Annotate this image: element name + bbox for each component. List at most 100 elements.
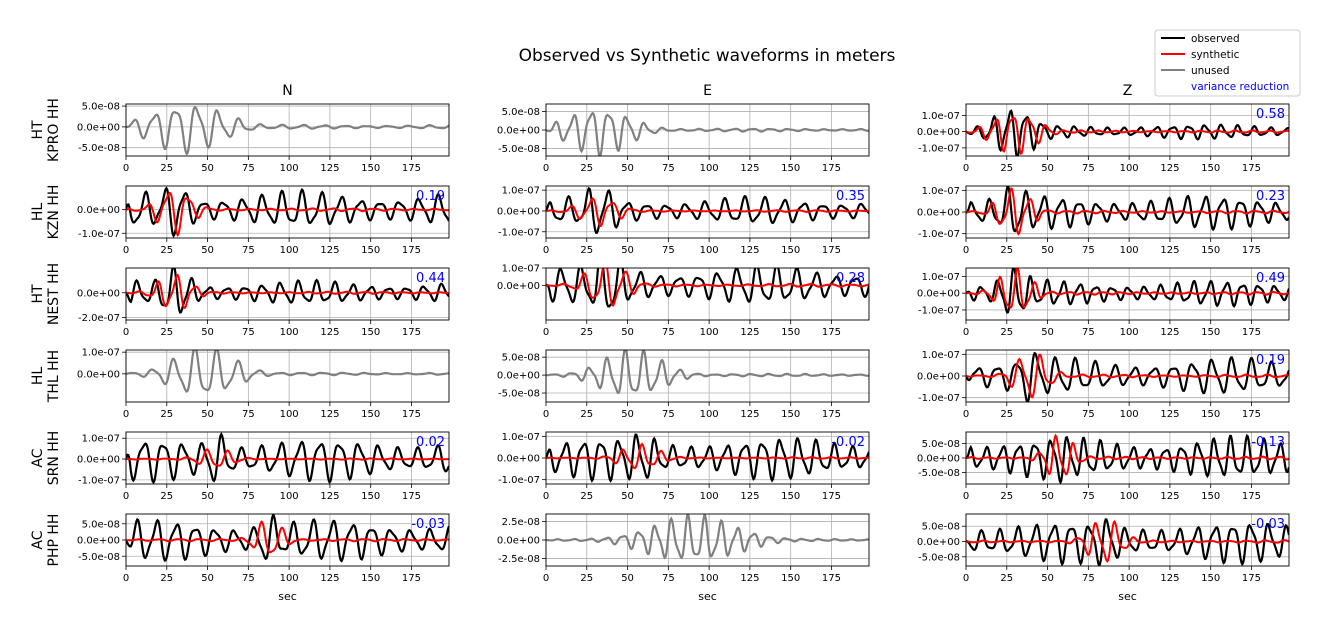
synthetic-trace (966, 520, 1289, 563)
y-tick-label: 1.0e-07 (502, 432, 540, 443)
x-tick-label: 125 (320, 573, 339, 584)
y-tick-label: 1.0e-07 (922, 111, 960, 122)
x-tick-label: 25 (160, 491, 173, 502)
y-tick-label: -5.0e-08 (498, 389, 540, 400)
x-tick-label: 0 (963, 409, 969, 420)
x-tick-label: 0 (963, 491, 969, 502)
x-tick-label: 150 (781, 163, 800, 174)
x-tick-label: 75 (242, 409, 255, 420)
x-tick-label: 0 (543, 163, 549, 174)
y-tick-label: 0.0e+00 (917, 208, 960, 219)
x-tick-label: 150 (361, 163, 380, 174)
panel-frame (125, 103, 450, 157)
x-tick-label: 175 (1242, 245, 1261, 256)
row-label-line: AC (30, 448, 46, 467)
x-tick-label: 25 (1000, 327, 1013, 338)
observed-trace (966, 518, 1289, 566)
x-tick-label: 75 (1082, 409, 1095, 420)
y-tick-label: 0.0e+00 (917, 127, 960, 138)
legend-entry: variance reduction (1191, 81, 1289, 93)
x-tick-label: 100 (700, 327, 719, 338)
column-title-n: N (282, 83, 292, 99)
column-title-z: Z (1123, 83, 1133, 99)
x-tick-label: 50 (621, 163, 634, 174)
x-tick-label: 25 (1000, 245, 1013, 256)
x-tick-label: 125 (740, 327, 759, 338)
x-tick-label: 50 (201, 491, 214, 502)
synthetic-trace (126, 273, 449, 309)
variance-reduction-label: -0.03 (411, 517, 445, 532)
unused-trace (126, 350, 449, 393)
panel-frame (545, 349, 870, 403)
synthetic-trace (966, 268, 1289, 309)
row-label-line: PHP HH (46, 514, 62, 567)
y-tick-label: 0.0e+00 (497, 206, 540, 217)
x-tick-label: 125 (1160, 245, 1179, 256)
variance-reduction-label: 0.28 (836, 271, 865, 286)
variance-reduction-label: 0.49 (1256, 271, 1285, 286)
x-tick-label: 100 (1120, 491, 1139, 502)
x-tick-label: 125 (320, 327, 339, 338)
observed-trace (966, 351, 1289, 402)
y-tick-label: 1.0e-07 (82, 348, 120, 359)
x-tick-label: 100 (1120, 409, 1139, 420)
y-tick-label: -2.5e-08 (498, 554, 540, 565)
x-tick-label: 100 (280, 573, 299, 584)
x-tick-label: 0 (543, 327, 549, 338)
y-tick-label: -5.0e-08 (78, 143, 120, 154)
x-axis-label: sec (278, 590, 297, 603)
panel-frame (125, 349, 450, 403)
panel-frame (965, 513, 1290, 567)
x-tick-label: 175 (822, 491, 841, 502)
panel-frame (125, 267, 450, 321)
x-tick-label: 175 (402, 245, 421, 256)
synthetic-trace (546, 442, 869, 470)
synthetic-trace (546, 268, 869, 307)
x-tick-label: 175 (402, 327, 421, 338)
panel: 0 25 50 75 100 125 150 175 5.0e-08 0.0e+00 -5.0e-0… (77, 513, 450, 603)
variance-reduction-label: -0.02 (831, 435, 865, 450)
x-tick-label: 75 (662, 327, 675, 338)
x-tick-label: 125 (320, 163, 339, 174)
y-tick-label: 5.0e-08 (502, 107, 540, 118)
x-tick-label: 125 (1160, 409, 1179, 420)
x-tick-label: 75 (242, 573, 255, 584)
x-tick-label: 75 (662, 245, 675, 256)
x-axis-label: sec (698, 590, 717, 603)
x-tick-label: 175 (402, 163, 421, 174)
y-tick-label: 0.0e+00 (497, 371, 540, 382)
x-tick-label: 0 (123, 491, 129, 502)
panel-frame (545, 267, 870, 321)
x-tick-label: 50 (201, 245, 214, 256)
x-tick-label: 50 (1041, 163, 1054, 174)
x-tick-label: 100 (1120, 245, 1139, 256)
x-tick-label: 175 (1242, 409, 1261, 420)
panel-frame (965, 103, 1290, 157)
y-tick-label: 0.0e+00 (77, 536, 120, 547)
x-tick-label: 150 (1201, 409, 1220, 420)
x-tick-label: 25 (580, 163, 593, 174)
legend-entry: observed (1191, 33, 1240, 45)
x-tick-label: 25 (160, 573, 173, 584)
observed-trace (126, 514, 449, 563)
x-tick-label: 50 (1041, 409, 1054, 420)
y-tick-label: -1.0e-07 (918, 305, 960, 316)
x-tick-label: 0 (123, 573, 129, 584)
row-label-line: KPRO HH (46, 98, 62, 162)
x-tick-label: 0 (123, 245, 129, 256)
x-tick-label: 175 (822, 245, 841, 256)
panel: 0 25 50 75 100 125 150 175 1.0e-07 0.0e+00 -1.0e-0… (917, 103, 1290, 174)
x-tick-label: 25 (580, 245, 593, 256)
row-label-line: NEST HH (46, 263, 62, 325)
observed-trace (966, 268, 1289, 314)
panel: 0 25 50 75 100 125 150 175 5.0e-08 0.0e+00 -5.0e-0… (917, 513, 1290, 603)
y-tick-label: 1.0e-07 (502, 186, 540, 197)
x-tick-label: 100 (1120, 573, 1139, 584)
variance-reduction-label: 0.35 (836, 189, 865, 204)
y-tick-label: 0.0e+00 (77, 455, 120, 466)
y-tick-label: -1.0e-07 (498, 475, 540, 486)
legend-entry: unused (1191, 65, 1230, 77)
x-tick-label: 25 (160, 409, 173, 420)
panel-grid: HT KPRO HH0 25 50 75 100 125 150 1755.0e-080.0e+… (30, 98, 1290, 603)
x-tick-label: 125 (320, 409, 339, 420)
